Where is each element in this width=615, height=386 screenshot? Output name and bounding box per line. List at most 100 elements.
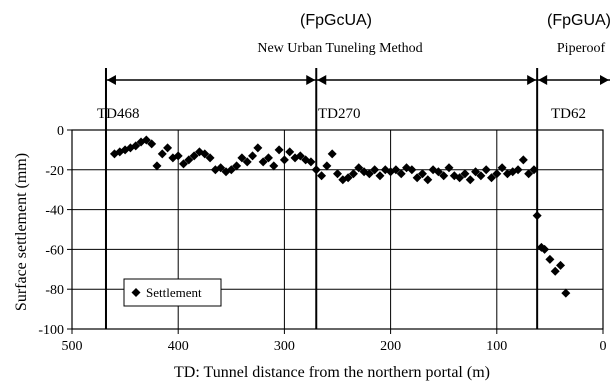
arrowhead	[306, 75, 316, 85]
settlement-point	[242, 157, 252, 167]
settlement-point	[497, 163, 507, 173]
plot-frame	[71, 129, 604, 330]
y-tick-label: -80	[45, 283, 64, 298]
x-tick-labels: 500 400 300 200 100 0	[62, 329, 607, 354]
settlement-point	[423, 175, 433, 185]
settlement-point	[295, 151, 305, 161]
x-tick-label: 300	[274, 339, 295, 354]
settlement-point	[433, 167, 443, 177]
settlement-point	[455, 173, 465, 183]
settlement-point	[550, 266, 560, 276]
settlement-point	[370, 165, 380, 175]
settlement-point	[189, 151, 199, 161]
settlement-point	[279, 155, 289, 165]
section-label-td62: TD62	[551, 106, 586, 122]
settlement-point	[412, 173, 422, 183]
settlement-point	[263, 153, 273, 163]
settlement-point	[486, 173, 496, 183]
x-tick-label: 0	[600, 339, 607, 354]
settlement-point	[364, 169, 374, 179]
settlement-point	[131, 141, 141, 151]
settlement-point	[513, 165, 523, 175]
arrowhead	[106, 75, 116, 85]
y-tick-label: -40	[45, 204, 64, 219]
y-axis-label: Surface settlement (mm)	[13, 153, 30, 311]
section-label-td270: TD270	[318, 106, 361, 122]
settlement-point	[120, 145, 130, 155]
settlement-point	[179, 159, 189, 169]
y-tick-labels: 0 -20 -40 -60 -80 -100	[38, 124, 72, 338]
settlement-point	[460, 169, 470, 179]
settlement-point	[269, 161, 279, 171]
settlement-point	[237, 153, 247, 163]
x-tick-label: 500	[62, 339, 83, 354]
settlement-point	[481, 165, 491, 175]
y-tick-label: 0	[57, 124, 64, 139]
settlement-point	[173, 151, 183, 161]
settlement-point	[274, 145, 284, 155]
settlement-point	[545, 254, 555, 264]
settlement-point	[471, 167, 481, 177]
settlement-point	[540, 244, 550, 254]
arrowhead	[600, 75, 609, 85]
legend: Settlement	[123, 278, 222, 307]
settlement-point	[322, 161, 332, 171]
settlement-point	[311, 165, 321, 175]
settlement-point	[248, 151, 258, 161]
settlement-point	[518, 155, 528, 165]
settlement-point	[258, 157, 268, 167]
arrowhead	[317, 75, 327, 85]
settlement-point	[354, 163, 364, 173]
settlement-point	[524, 169, 534, 179]
legend-entry-settlement: Settlement	[146, 285, 202, 300]
plot-border	[71, 129, 604, 330]
settlement-point	[407, 165, 417, 175]
x-tick-label: 200	[380, 339, 401, 354]
settlement-point	[253, 143, 263, 153]
settlement-point	[343, 173, 353, 183]
settlement-point	[226, 165, 236, 175]
settlement-point	[375, 171, 385, 181]
settlement-point	[333, 169, 342, 179]
annotation-name-piperoof: Piperoof	[557, 41, 606, 56]
settlement-point	[396, 169, 406, 179]
x-axis-label: TD: Tunnel distance from the northern po…	[174, 364, 490, 381]
section-divider-lines	[104, 68, 539, 329]
x-tick-label: 400	[168, 339, 189, 354]
settlement-point	[232, 161, 242, 171]
x-tick-label: 100	[486, 339, 507, 354]
settlement-point	[327, 149, 337, 159]
settlement-point	[391, 165, 401, 175]
y-tick-label: -20	[45, 164, 64, 179]
settlement-point	[529, 165, 539, 175]
settlement-point	[317, 171, 327, 181]
settlement-point	[532, 211, 542, 221]
legend-diamond-icon	[131, 288, 141, 297]
settlement-point	[141, 135, 151, 145]
settlement-point	[561, 288, 571, 298]
settlement-point	[465, 175, 475, 185]
arrowhead	[527, 75, 537, 85]
section-span-arrows	[105, 75, 610, 85]
settlement-point	[348, 169, 358, 179]
y-tick-label: -100	[38, 323, 64, 338]
settlement-point	[476, 171, 486, 181]
settlement-point	[556, 260, 566, 270]
annotation-name-nutm: New Urban Tuneling Method	[257, 41, 422, 56]
y-tick-label: -60	[45, 243, 64, 258]
settlement-point	[417, 169, 427, 179]
settlement-point	[200, 149, 210, 159]
settlement-point	[152, 161, 162, 171]
annotation-code-nutm: (FpGcUA)	[300, 12, 372, 29]
settlement-point	[306, 157, 316, 167]
arrowhead	[538, 75, 548, 85]
settlement-point	[216, 163, 226, 173]
settlement-point	[492, 169, 502, 179]
settlement-point	[163, 143, 173, 153]
settlement-point	[439, 171, 449, 181]
settlement-point	[205, 153, 215, 163]
settlement-points	[109, 135, 571, 298]
section-label-td468: TD468	[97, 106, 140, 122]
settlement-point	[285, 147, 295, 157]
